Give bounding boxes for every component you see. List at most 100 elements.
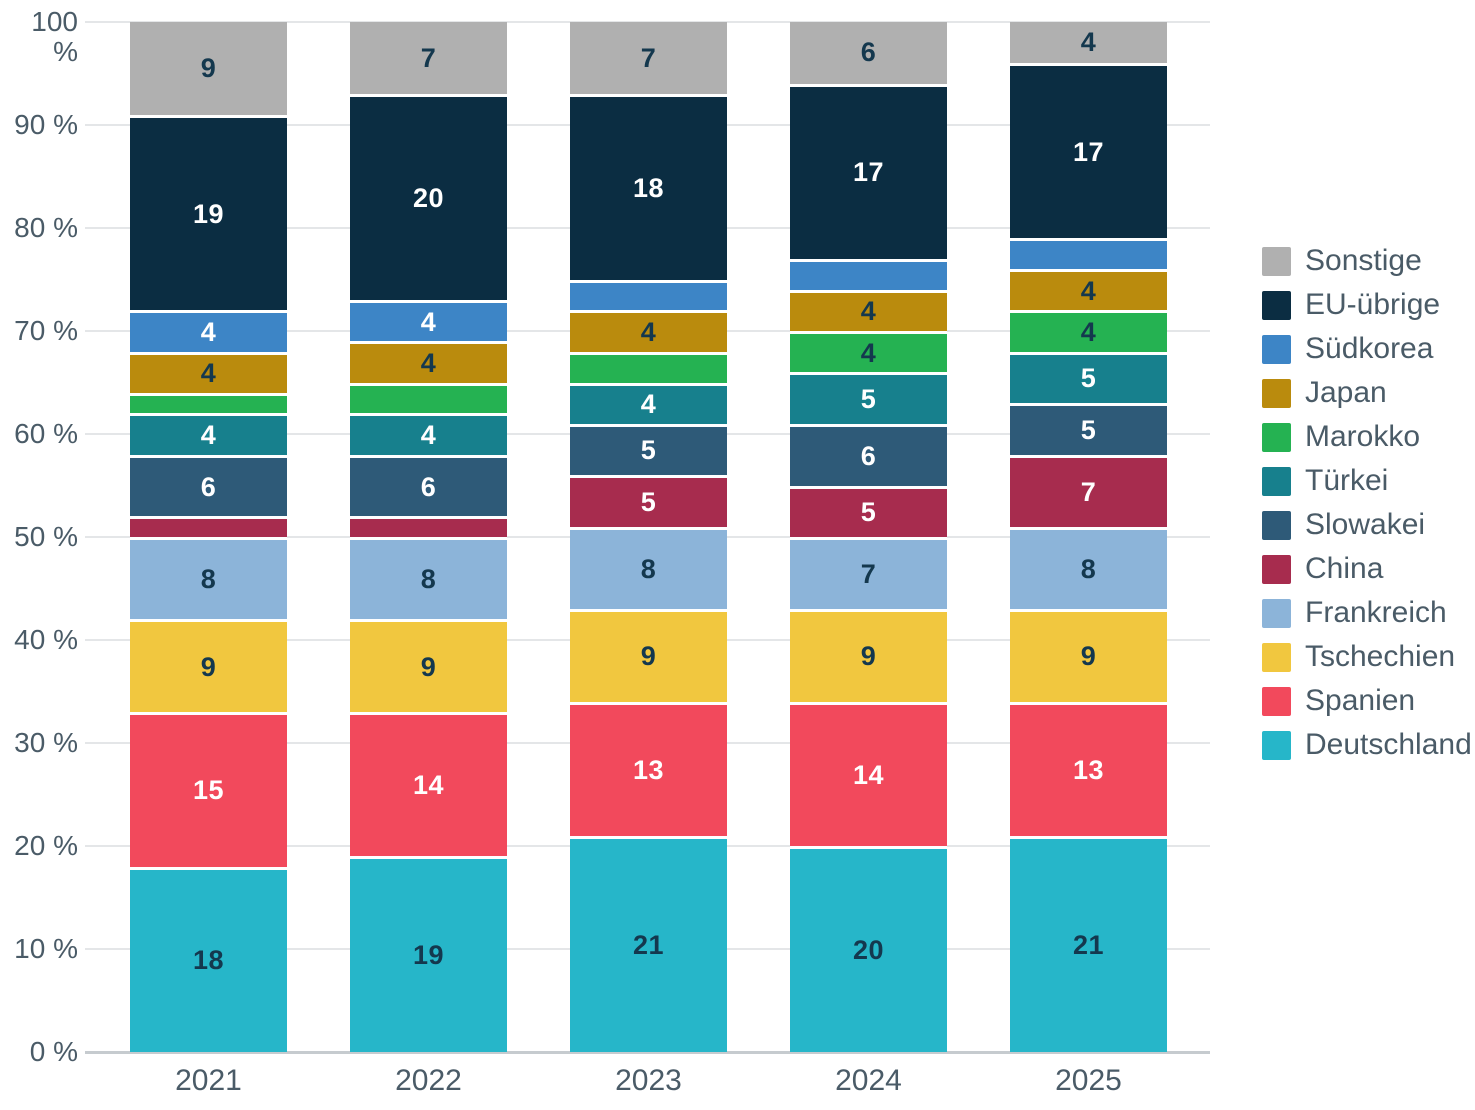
bar-segment-japan-2024: 4 [790, 289, 947, 331]
segment-value-label: 17 [852, 157, 885, 188]
bar-segment-deutschland-2024: 20 [790, 846, 947, 1052]
bar-2023: 21 13 9 8 5 5 4 4 18 7 [570, 22, 727, 1052]
bar-segment-marokko-2024: 4 [790, 331, 947, 373]
segment-value-label: 4 [420, 420, 437, 451]
bar-segment-sonstige-2021: 9 [130, 22, 287, 115]
y-axis-label-10: 10 % [14, 933, 78, 964]
legend-swatch-japan [1262, 378, 1291, 408]
segment-value-label: 4 [860, 296, 877, 327]
bar-2022: 19 14 9 8 6 4 4 4 20 7 [350, 22, 507, 1052]
segment-value-label: 5 [1080, 363, 1097, 394]
segment-value-label: 4 [200, 317, 217, 348]
bar-segment-frankreich-2021: 8 [130, 537, 287, 620]
segment-value-label: 5 [1080, 414, 1097, 445]
segment-value-label: 19 [192, 198, 225, 229]
y-axis-label-20: 20 % [14, 830, 78, 861]
segment-value-label: 4 [420, 347, 437, 378]
legend-swatch-frankreich [1262, 598, 1291, 628]
segment-value-label: 8 [420, 564, 437, 595]
legend-label-china: China [1305, 552, 1384, 585]
legend-item-japan: Japan [1262, 376, 1472, 409]
bar-segment-slowakei-2022: 6 [350, 454, 507, 517]
bar-segment-türkei-2023: 4 [570, 382, 727, 424]
legend-label-sonstige: Sonstige [1305, 244, 1422, 277]
bar-segment-japan-2025: 4 [1010, 269, 1167, 311]
segment-value-label: 4 [1080, 27, 1097, 58]
bar-segment-marokko-2022 [350, 382, 507, 414]
segment-value-label: 4 [1080, 275, 1097, 306]
legend-item-südkorea: Südkorea [1262, 332, 1472, 365]
segment-value-label: 9 [860, 641, 877, 672]
legend-label-südkorea: Südkorea [1305, 332, 1434, 365]
bar-segment-tschechien-2021: 9 [130, 619, 287, 713]
legend-item-slowakei: Slowakei [1262, 508, 1472, 541]
segment-value-label: 7 [420, 42, 437, 73]
segment-value-label: 21 [632, 929, 665, 960]
segment-value-label: 9 [200, 651, 217, 682]
y-axis-label-40: 40 % [14, 624, 78, 655]
segment-value-label: 9 [1080, 641, 1097, 672]
bar-segment-tschechien-2023: 9 [570, 609, 727, 702]
y-axis-label-90: 90 % [14, 109, 78, 140]
bar-segment-china-2025: 7 [1010, 454, 1167, 527]
segment-value-label: 18 [192, 945, 225, 976]
bar-segment-südkorea-2022: 4 [350, 300, 507, 342]
bar-segment-frankreich-2022: 8 [350, 537, 507, 620]
bar-segment-südkorea-2024 [790, 258, 947, 290]
bar-segment-südkorea-2021: 4 [130, 310, 287, 352]
segment-value-label: 13 [1072, 754, 1105, 785]
segment-value-label: 4 [420, 306, 437, 337]
segment-value-label: 4 [200, 358, 217, 389]
y-axis-label-30: 30 % [14, 727, 78, 758]
legend-label-spanien: Spanien [1305, 684, 1416, 717]
legend-label-türkei: Türkei [1305, 464, 1389, 497]
legend-item-sonstige: Sonstige [1262, 244, 1472, 277]
legend-swatch-marokko [1262, 422, 1291, 452]
segment-value-label: 4 [200, 420, 217, 451]
y-axis-label-50: 50 % [14, 521, 78, 552]
legend-item-frankreich: Frankreich [1262, 596, 1472, 629]
legend-swatch-tschechien [1262, 642, 1291, 672]
legend-label-deutschland: Deutschland [1305, 728, 1472, 761]
bar-segment-deutschland-2023: 21 [570, 835, 727, 1052]
legend-item-türkei: Türkei [1262, 464, 1472, 497]
segment-value-label: 6 [200, 471, 217, 502]
bar-segment-deutschland-2022: 19 [350, 856, 507, 1052]
segment-value-label: 5 [860, 383, 877, 414]
bar-segment-tschechien-2024: 9 [790, 609, 947, 702]
bar-segment-eu-übrige-2022: 20 [350, 94, 507, 301]
segment-value-label: 5 [640, 435, 657, 466]
bar-segment-frankreich-2025: 8 [1010, 526, 1167, 610]
bar-segment-eu-übrige-2025: 17 [1010, 63, 1167, 239]
segment-value-label: 6 [860, 37, 877, 68]
bar-segment-sonstige-2025: 4 [1010, 22, 1167, 64]
bar-segment-frankreich-2023: 8 [570, 526, 727, 610]
bar-segment-deutschland-2021: 18 [130, 866, 287, 1052]
x-axis-label-2021: 2021 [175, 1064, 242, 1097]
legend-swatch-sonstige [1262, 246, 1291, 276]
bar-segment-spanien-2022: 14 [350, 712, 507, 857]
legend-item-china: China [1262, 552, 1472, 585]
segment-value-label: 4 [860, 337, 877, 368]
segment-value-label: 7 [1080, 476, 1097, 507]
bar-segment-sonstige-2023: 7 [570, 22, 727, 95]
segment-value-label: 9 [420, 651, 437, 682]
bar-segment-marokko-2023 [570, 351, 727, 383]
bar-segment-slowakei-2021: 6 [130, 454, 287, 517]
bar-segment-spanien-2021: 15 [130, 712, 287, 867]
segment-value-label: 21 [1072, 929, 1105, 960]
bar-segment-japan-2022: 4 [350, 341, 507, 383]
y-axis-label-80: 80 % [14, 212, 78, 243]
bar-2021: 18 15 9 8 6 4 4 4 19 9 [130, 22, 287, 1052]
legend-item-eu-übrige: EU-übrige [1262, 288, 1472, 321]
bar-segment-china-2024: 5 [790, 485, 947, 537]
x-axis-label-2024: 2024 [835, 1064, 902, 1097]
segment-value-label: 5 [640, 486, 657, 517]
segment-value-label: 17 [1072, 136, 1105, 167]
gridline-100 [85, 21, 1210, 23]
bar-segment-slowakei-2025: 5 [1010, 403, 1167, 455]
legend-swatch-spanien [1262, 686, 1291, 716]
segment-value-label: 14 [412, 770, 445, 801]
segment-value-label: 19 [412, 940, 445, 971]
